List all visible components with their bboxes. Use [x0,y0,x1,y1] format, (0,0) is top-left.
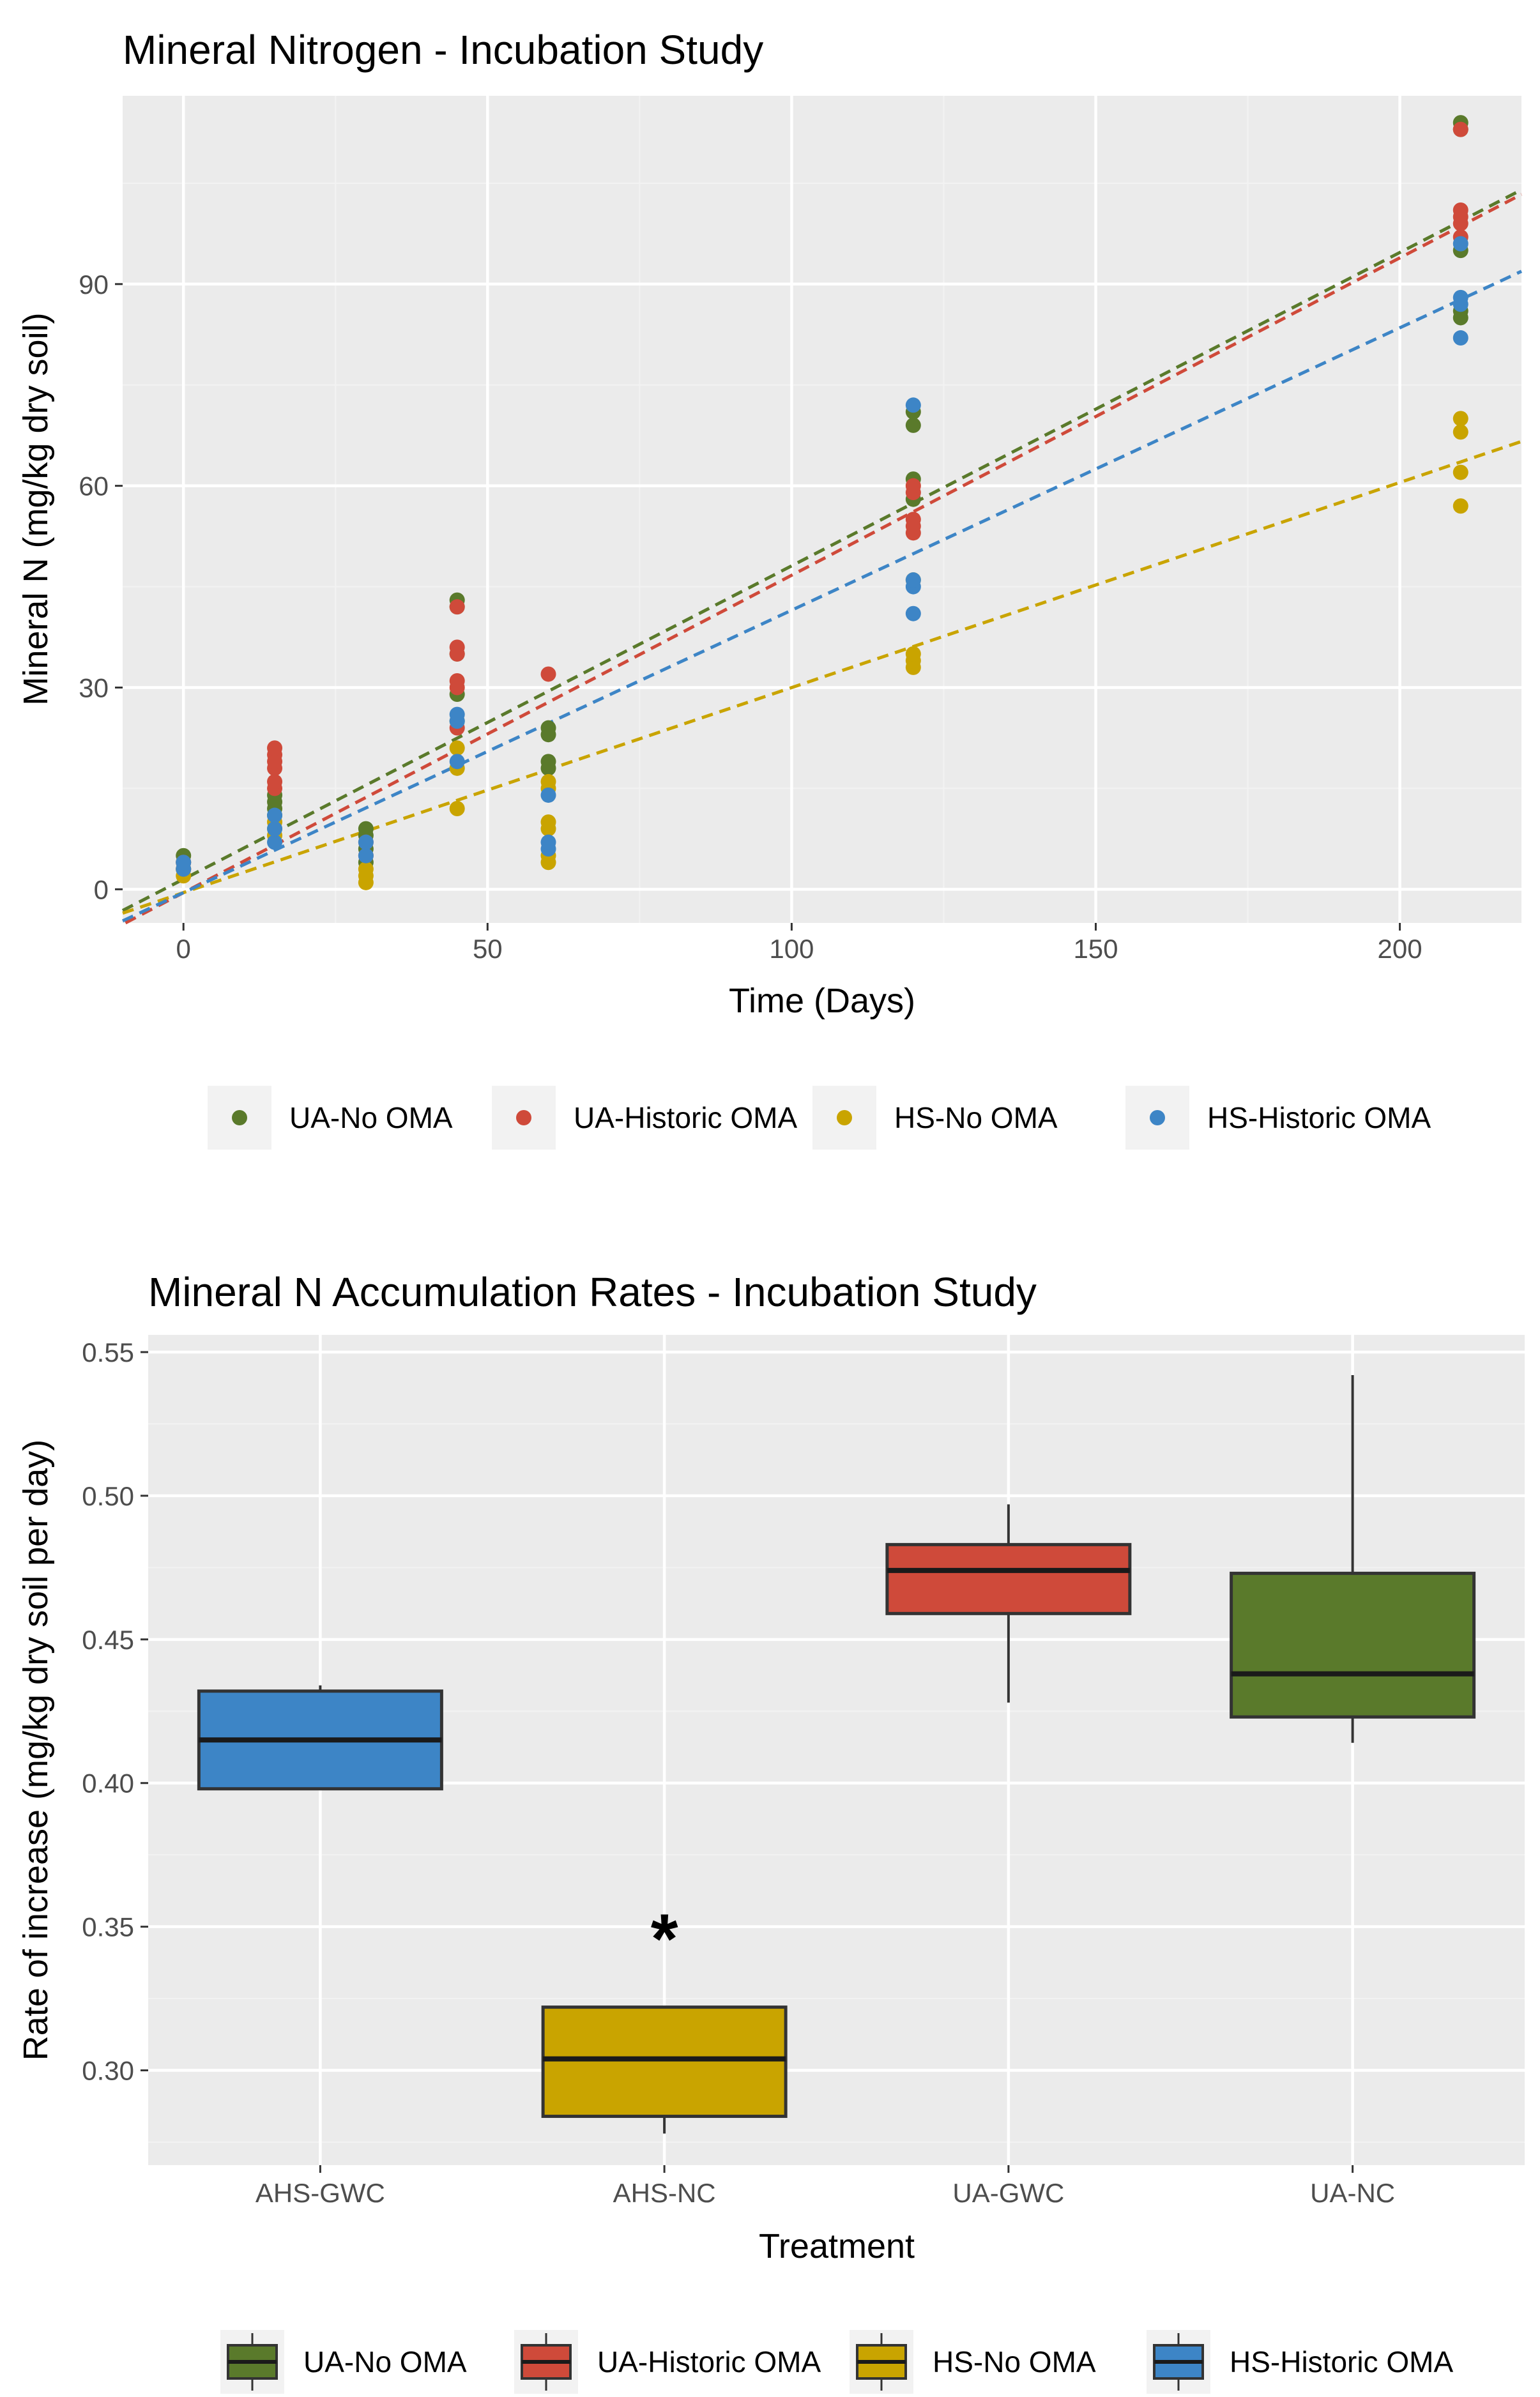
legend-label-ua-no-oma: UA-No OMA [303,2345,467,2378]
box-ticks: 0.30 0.35 0.40 0.45 0.50 0.55 AHS-GWC AHS-NC UA-… [82,1337,1395,2208]
point-ua-historic-oma [540,666,556,682]
box-chart-title: Mineral N Accumulation Rates - Incubatio… [148,1269,1037,1315]
x-tick-label: UA-NC [1310,2178,1395,2208]
x-tick-label: 50 [473,934,503,964]
x-tick-label: AHS-GWC [255,2178,385,2208]
point-hs-historic-oma [358,834,374,850]
point-hs-historic-oma [176,855,192,871]
point-ua-no-oma [905,417,921,433]
x-tick-label: UA-GWC [952,2178,1064,2208]
point-hs-historic-oma [905,397,921,413]
point-hs-historic-oma [267,821,283,837]
point-hs-no-oma [905,646,921,662]
point-ua-historic-oma [1452,202,1468,218]
point-ua-historic-oma [267,773,283,789]
box-ua-nc [1230,1571,1476,1719]
point-ua-historic-oma [449,599,465,615]
scatter-x-axis-label: Time (Days) [729,982,915,1020]
trendline-ua-no-oma [121,188,1523,912]
point-hs-historic-oma [449,706,465,722]
scatter-ticks: 0 50 100 150 200 0 30 60 90 [79,270,1422,964]
scatter-y-axis-label: Mineral N (mg/kg dry soil) [17,312,55,705]
box-ahs-nc [541,2005,788,2119]
legend-label-hs-no-oma: HS-No OMA [894,1101,1058,1134]
scatter-chart-title: Mineral Nitrogen - Incubation Study [123,27,763,73]
y-tick-label: 0.50 [82,1481,134,1511]
legend-marker-ua-no-oma [232,1110,247,1125]
box-legend: UA-No OMA UA-Historic OMA HS-No OMA HS-Hist… [220,2330,1453,2394]
point-hs-no-oma [449,740,465,756]
y-tick-label: 60 [79,471,109,501]
point-hs-historic-oma [267,834,283,850]
point-hs-historic-oma [905,572,921,588]
x-tick-label: 200 [1378,934,1422,964]
y-tick-label: 90 [79,270,109,300]
y-tick-label: 0.45 [82,1625,134,1655]
point-hs-no-oma [1452,411,1468,427]
scatter-legend: UA-No OMA UA-Historic OMA HS-No OMA HS-Hist… [208,1086,1431,1150]
box-ua-gwc [885,1542,1132,1615]
point-ua-historic-oma [1452,121,1468,137]
point-hs-no-oma [540,773,556,789]
point-hs-no-oma [1452,498,1468,514]
box-y-axis-label: Rate of increase (mg/kg dry soil per day… [17,1440,55,2060]
legend-label-ua-historic-oma: UA-Historic OMA [574,1101,797,1134]
point-hs-historic-oma [540,834,556,850]
point-ua-historic-oma [267,740,283,756]
scatter-plot-panel [123,96,1521,923]
y-tick-label: 0.40 [82,1769,134,1799]
y-tick-label: 30 [79,673,109,703]
x-tick-label: 100 [769,934,814,964]
point-ua-no-oma [358,821,374,837]
legend-marker-hs-no-oma [837,1110,852,1125]
point-hs-no-oma [1452,464,1468,480]
point-hs-no-oma [1452,424,1468,440]
scatter-chart: Mineral Nitrogen - Incubation Study 0 50 1… [17,27,1523,1150]
point-hs-historic-oma [358,848,374,864]
scatter-points [176,115,1468,890]
legend-label-hs-historic-oma: HS-Historic OMA [1230,2345,1453,2378]
significance-asterisk: * [651,1900,678,1979]
point-ua-historic-oma [905,512,921,528]
x-tick-label: 150 [1073,934,1118,964]
box-elements: * [197,1374,1476,2134]
point-ua-historic-oma [905,478,921,494]
trendline-ua-historic-oma [125,193,1523,925]
x-tick-label: 0 [176,934,191,964]
y-tick-label: 0.55 [82,1337,134,1367]
point-hs-historic-oma [1452,289,1468,305]
x-tick-label: AHS-NC [613,2178,716,2208]
y-tick-label: 0.30 [82,2056,134,2086]
trendline-hs-no-oma [122,439,1522,915]
point-hs-historic-oma [1452,236,1468,252]
point-hs-historic-oma [449,754,465,770]
point-hs-historic-oma [905,605,921,621]
legend-marker-ua-historic-oma [516,1110,531,1125]
point-hs-historic-oma [1452,330,1468,346]
point-ua-no-oma [540,754,556,770]
legend-marker-hs-historic-oma [1150,1110,1165,1125]
point-hs-historic-oma [267,807,283,823]
point-hs-no-oma [449,801,465,817]
point-hs-historic-oma [540,787,556,803]
point-hs-no-oma [358,861,374,877]
point-ua-historic-oma [449,673,465,689]
legend-label-hs-no-oma: HS-No OMA [933,2345,1096,2378]
legend-label-hs-historic-oma: HS-Historic OMA [1207,1101,1431,1134]
y-tick-label: 0.35 [82,1912,134,1942]
legend-label-ua-no-oma: UA-No OMA [289,1101,453,1134]
legend-label-ua-historic-oma: UA-Historic OMA [597,2345,821,2378]
y-tick-label: 0 [94,874,109,904]
point-ua-no-oma [540,720,556,736]
point-hs-no-oma [540,814,556,830]
trendline-hs-historic-oma [121,270,1523,923]
point-ua-historic-oma [449,639,465,655]
scatter-gridlines [123,96,1521,923]
box-x-axis-label: Treatment [759,2227,915,2265]
scatter-trendlines [121,188,1523,925]
box-chart: Mineral N Accumulation Rates - Incubatio… [17,1269,1525,2394]
